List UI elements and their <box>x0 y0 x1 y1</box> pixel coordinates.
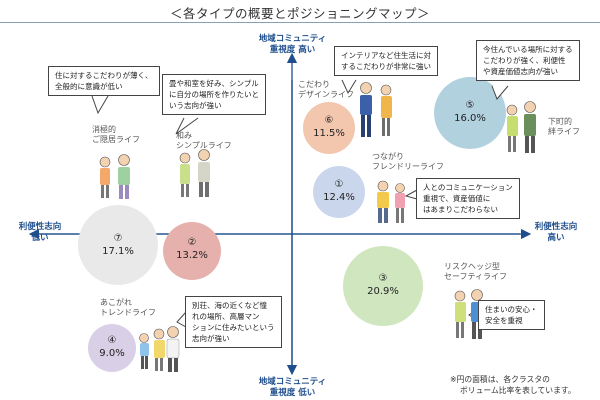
segment-name-shitamachi: 下町的 絆ライフ <box>548 117 580 136</box>
segment-percent: 12.4% <box>323 192 355 203</box>
footnote: ※円の面積は、各クラスタの ボリューム比率を表しています。 <box>450 375 576 395</box>
page-title: ＜各タイプの概要とポジショニングマップ＞ <box>169 5 430 21</box>
segment-name-risk: リスクヘッジ型 セーフティライフ <box>444 262 508 281</box>
bubble-tsunagari <box>313 166 365 218</box>
callout-shokyo: 住に対するこだわりが薄く、 全般的に意識が低い <box>48 66 160 96</box>
segment-percent: 20.9% <box>367 286 399 297</box>
bubble-wa <box>163 222 221 280</box>
segment-number: ① <box>334 179 344 190</box>
bubbles <box>78 77 506 372</box>
figure-risk-woman <box>454 290 466 338</box>
callout-wa: 畳や和室を好み、シンプル に自分の場所を作りたいと いう志向が強い <box>162 74 266 115</box>
bubble-risk <box>343 246 423 326</box>
segment-percent: 11.5% <box>313 128 345 139</box>
figure-kodawari-woman <box>380 84 392 136</box>
segment-name-kodawari: こだわり デザインライフ <box>298 80 354 99</box>
segment-percent: 16.0% <box>454 113 486 124</box>
bubble-shokyo <box>78 205 158 285</box>
bubble-label-kodawari: ⑥ 11.5% <box>304 114 354 140</box>
segment-number: ④ <box>107 335 117 346</box>
figure-akogare-child <box>139 333 149 369</box>
pointer-tsunagari <box>404 189 418 200</box>
page-title-bar: ＜各タイプの概要とポジショニングマップ＞ <box>0 0 600 24</box>
segment-number: ⑤ <box>465 100 475 111</box>
figure-akogare-woman <box>153 328 165 371</box>
figure-wa-man <box>198 149 210 197</box>
segment-name-tsunagari: つながり フレンドリーライフ <box>372 152 444 171</box>
figure-akogare-man <box>166 326 180 372</box>
segment-number: ② <box>187 237 197 248</box>
bubble-label-shokyo: ⑦ 17.1% <box>92 232 144 258</box>
callout-tsunagari: 人とのコミュニケーション 重視で、資産価値に はあまりこだわらない <box>416 178 520 219</box>
bubble-label-tsunagari: ① 12.4% <box>314 178 364 204</box>
pointer-akogare <box>176 311 187 328</box>
segment-number: ⑥ <box>324 115 334 126</box>
callout-risk: 住まいの安心・ 安全を重視 <box>478 300 545 330</box>
callout-kodawari: インテリアなど住生活に対 するこだわりが非常に強い <box>334 46 438 76</box>
pointer-shitamachi <box>491 85 509 100</box>
figure-kodawari-man <box>360 82 372 137</box>
axis-label-right: 利便性志向 高い <box>534 222 578 243</box>
bubble-label-shitamachi: ⑤ 16.0% <box>445 99 495 125</box>
segment-percent: 13.2% <box>176 250 208 261</box>
pointer-shokyo <box>91 95 109 115</box>
segment-percent: 17.1% <box>102 246 134 257</box>
figure-shitamachi-man <box>524 101 536 153</box>
figure-shokyo-man <box>118 154 130 199</box>
figures <box>99 82 536 372</box>
figure-tsunagari-man <box>377 180 389 223</box>
axis-label-bottom: 地域コミュニティ 重視度 低い <box>258 377 327 398</box>
bubble-akogare <box>88 324 136 372</box>
figure-wa-woman <box>179 152 191 197</box>
axis-label-top: 地域コミュニティ 重視度 高い <box>258 34 327 55</box>
segment-name-shokyo: 消極的 ご隠居ライフ <box>92 125 140 144</box>
figure-shitamachi-woman <box>506 104 518 152</box>
bubble-kodawari <box>303 102 355 154</box>
figure-tsunagari-woman <box>395 183 405 223</box>
bubble-label-akogare: ④ 9.0% <box>87 334 137 360</box>
segment-number: ⑦ <box>113 233 123 244</box>
bubble-shitamachi <box>434 77 506 149</box>
title-divider <box>0 22 600 23</box>
segment-name-akogare: あこがれ トレンドライフ <box>100 298 156 317</box>
callout-akogare: 別荘、海の近くなど憧 れの場所、高層マン ションに住みたいという 志向が強い <box>185 296 282 348</box>
pointer-wa <box>175 117 199 135</box>
bubble-label-risk: ③ 20.9% <box>358 272 408 298</box>
segment-percent: 9.0% <box>99 348 125 359</box>
segment-name-wa: 和み シンプルライフ <box>176 131 232 150</box>
figure-shokyo-woman <box>99 156 111 198</box>
axis-label-left: 利便性志向 低い <box>18 222 62 243</box>
segment-number: ③ <box>378 273 388 284</box>
bubble-label-wa: ② 13.2% <box>167 236 217 262</box>
pointer-kodawari <box>341 79 357 95</box>
callout-shitamachi: 今住んでいる場所に対する こだわりが強く、利便性 や資産価値志向が強い <box>476 40 580 81</box>
